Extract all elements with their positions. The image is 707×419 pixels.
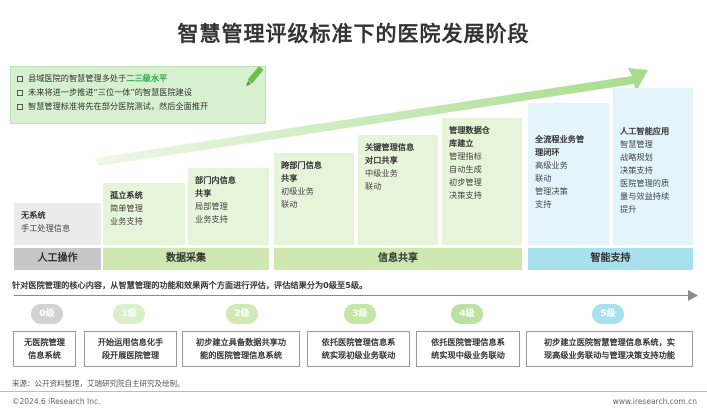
stage-card-ai: 人工智能应用 智慧管理 战略规划 决策支持 医院管理的质 量与效益持续 提升	[613, 88, 693, 245]
stage-card-cross-dept: 跨部门信息 共享 初级业务 联动	[274, 153, 354, 245]
source-note: 来源：公开资料整理，艾瑞研究院自主研究及绘制。	[12, 379, 185, 388]
note-3: 智慧管理标准将先在部分医院测试，然后全面推开	[17, 99, 259, 113]
stage-card-warehouse: 管理数据仓 库建立 管理指标 自动生成 初步管理 决策支持	[442, 118, 522, 245]
level-desc-0: 无医院管理 信息系统	[13, 331, 76, 367]
level-desc-3: 依托医院管理信息系 统实现初级业务联动	[307, 331, 410, 367]
stage-card-key-info: 关键管理信息 对口共享 中级业务 联动	[358, 135, 438, 245]
axis-arrowhead-icon	[688, 290, 698, 301]
stage-card-closed-loop: 全流程业务管 理闭环 高级业务 联动 管理决策 支持	[528, 103, 609, 245]
phase-data-collection: 数据采集	[103, 248, 269, 270]
site-link[interactable]: www.iresearch.com.cn	[612, 397, 697, 406]
level-desc-5: 初步建立医院智慧管理信息系统，实 现高级业务联动与管理决策支持功能	[526, 331, 693, 367]
level-badge-2: 2级	[226, 304, 258, 324]
stage-card-no-system: 无系统 手工处理信息	[14, 203, 101, 245]
level-desc-2: 初步建立具备数据共享功 能的医院管理信息系统	[182, 331, 300, 367]
copyright: ©2024.6 iResearch Inc.	[12, 397, 101, 406]
stage-card-dept-sharing: 部门内信息 共享 局部管理 业务支持	[188, 168, 269, 245]
level-badge-4: 4级	[451, 304, 483, 324]
page-title: 智慧管理评级标准下的医院发展阶段	[177, 22, 530, 46]
phase-intelligent-support: 智能支持	[528, 248, 693, 270]
level-badge-1: 1级	[113, 304, 145, 324]
level-badge-5: 5级	[592, 304, 624, 324]
intro-text: 针对医院管理的核心内容，从智慧管理的功能和效果两个方面进行评估，评估结果分为0级…	[12, 280, 368, 290]
footer-divider	[0, 391, 707, 392]
levels-axis	[14, 295, 694, 296]
stage-card-isolated: 孤立系统 简单管理 业务支持	[103, 183, 185, 245]
phase-manual: 人工操作	[14, 248, 101, 270]
level-desc-1: 开始运用信息化手 段开展医院管理	[84, 331, 177, 367]
note-1: 县域医院的智慧管理多处于二三级水平	[17, 71, 259, 85]
phase-info-sharing: 信息共享	[274, 248, 522, 270]
note-2: 未来将进一步推进“三位一体”的智慧医院建设	[17, 85, 259, 99]
level-badge-0: 0级	[31, 304, 63, 324]
pen-icon	[246, 66, 264, 86]
level-desc-4: 依托医院管理信息系 统实现中级业务联动	[416, 331, 520, 367]
notes-box: 县域医院的智慧管理多处于二三级水平 未来将进一步推进“三位一体”的智慧医院建设 …	[10, 66, 266, 124]
level-badge-3: 3级	[344, 304, 376, 324]
